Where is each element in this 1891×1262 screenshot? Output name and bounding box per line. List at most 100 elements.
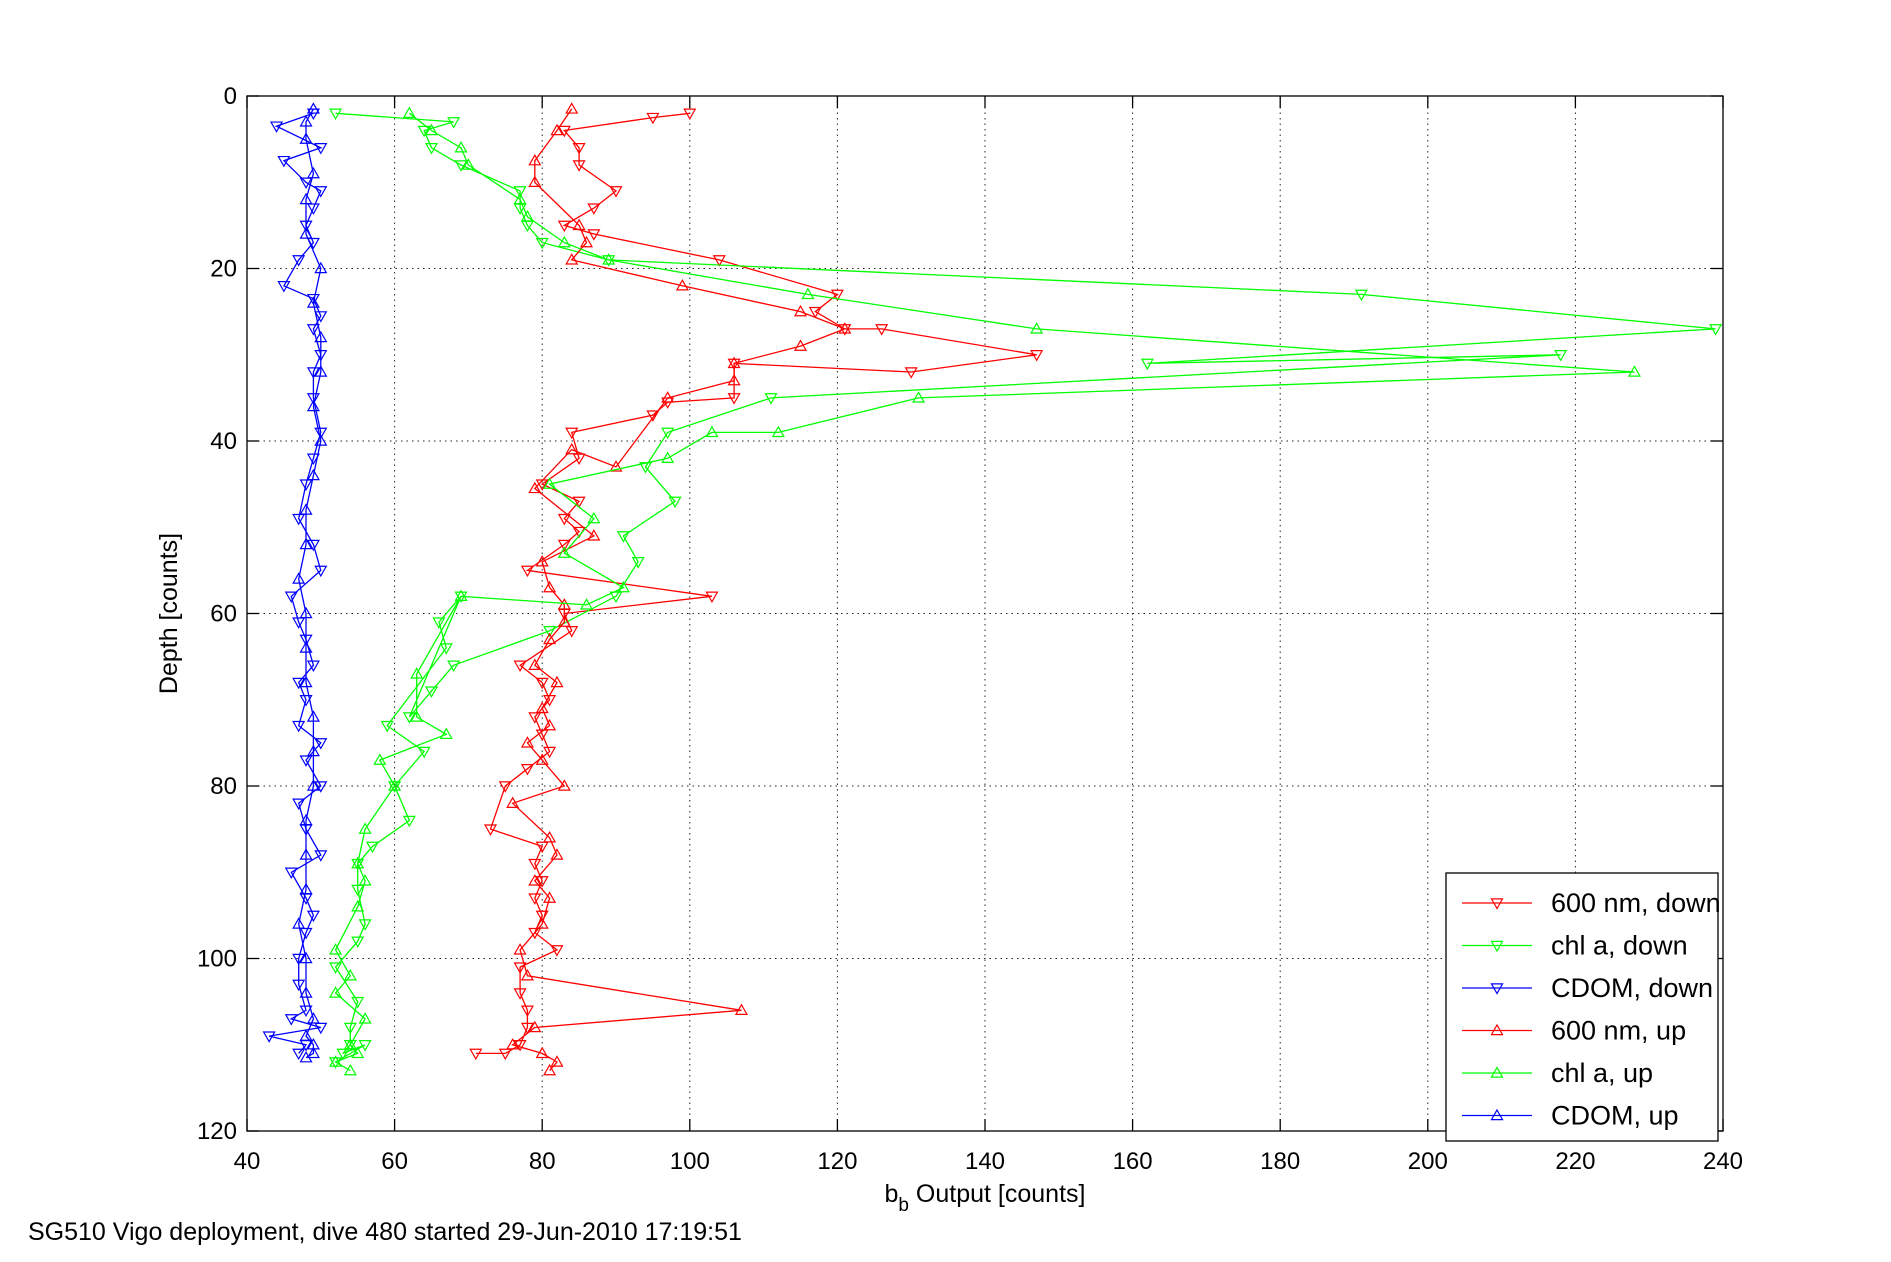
- data-point: [299, 177, 313, 189]
- data-point: [616, 580, 630, 593]
- data-point: [550, 1055, 564, 1067]
- y-tick-label: 40: [210, 428, 237, 455]
- data-point: [358, 1012, 372, 1024]
- data-point: [520, 1005, 534, 1017]
- data-point: [513, 962, 527, 974]
- data-point: [306, 710, 320, 722]
- data-point: [314, 330, 328, 343]
- data-point: [292, 720, 306, 733]
- data-point: [299, 192, 313, 205]
- data-point: [454, 160, 468, 172]
- data-point: [587, 229, 601, 241]
- legend-label: CDOM, down: [1551, 973, 1713, 1003]
- data-point: [661, 451, 675, 463]
- data-point: [875, 324, 889, 336]
- data-point: [535, 917, 549, 929]
- data-point: [262, 1031, 276, 1043]
- data-point: [402, 712, 416, 724]
- series-5: [292, 102, 328, 1063]
- data-point: [306, 166, 320, 179]
- data-point: [631, 557, 645, 569]
- x-tick-label: 180: [1260, 1148, 1300, 1175]
- data-point: [498, 1048, 512, 1061]
- data-point: [557, 513, 571, 526]
- data-point: [528, 153, 542, 166]
- plot-series: [262, 102, 1723, 1076]
- data-point: [439, 643, 453, 655]
- data-point: [550, 945, 564, 957]
- data-point: [520, 969, 534, 981]
- data-point: [705, 425, 719, 438]
- data-point: [410, 667, 424, 679]
- data-point: [329, 962, 343, 974]
- legend-label: CDOM, up: [1551, 1101, 1679, 1131]
- data-point: [314, 186, 328, 198]
- data-point: [343, 1063, 357, 1076]
- data-point: [793, 304, 808, 317]
- data-point: [550, 123, 564, 136]
- data-point: [579, 235, 594, 248]
- data-point: [484, 824, 498, 836]
- data-point: [306, 744, 320, 757]
- data-point: [351, 884, 365, 897]
- data-point: [801, 287, 815, 300]
- data-point: [365, 841, 379, 854]
- data-point: [661, 427, 675, 440]
- data-point: [646, 112, 660, 125]
- data-point: [838, 322, 852, 334]
- data-point: [469, 1048, 483, 1061]
- data-point: [543, 477, 557, 489]
- data-point: [506, 1038, 520, 1050]
- data-point: [543, 632, 557, 645]
- data-point: [528, 1020, 542, 1033]
- data-point: [306, 910, 320, 923]
- series-line: [298, 108, 322, 1059]
- data-point: [1554, 350, 1568, 362]
- data-point: [284, 1014, 298, 1026]
- data-point: [454, 141, 468, 153]
- data-point: [513, 186, 527, 198]
- data-point: [543, 718, 557, 731]
- data-point: [602, 253, 616, 265]
- x-tick-label: 200: [1408, 1148, 1448, 1175]
- tick-labels: 40 60 80 100 120 140 160 180 200 220 240 0 20 40 60 80 1…: [197, 83, 1743, 1175]
- data-point: [520, 210, 534, 222]
- data-point: [668, 496, 682, 509]
- data-point: [543, 580, 557, 593]
- data-point: [343, 1038, 357, 1050]
- data-point: [565, 626, 579, 638]
- data-point: [528, 481, 542, 494]
- data-point: [299, 695, 313, 707]
- x-tick-label: 240: [1703, 1148, 1743, 1175]
- data-point: [410, 710, 424, 722]
- grid: [247, 96, 1723, 1131]
- data-point: [565, 102, 579, 114]
- data-point: [557, 546, 571, 558]
- data-point: [535, 876, 549, 888]
- data-point: [292, 917, 306, 929]
- data-point: [306, 367, 320, 379]
- data-point: [1140, 358, 1154, 371]
- data-point: [808, 306, 822, 319]
- data-point: [705, 591, 719, 603]
- data-point: [1030, 350, 1044, 362]
- data-point: [314, 427, 328, 440]
- data-point: [299, 503, 313, 515]
- data-point: [314, 781, 328, 793]
- data-point: [513, 1040, 527, 1052]
- data-point: [565, 253, 579, 265]
- legend-label: 600 nm, down: [1551, 888, 1721, 918]
- data-point: [557, 779, 571, 791]
- data-point: [329, 986, 343, 998]
- data-point: [314, 565, 328, 578]
- data-point: [329, 108, 343, 120]
- legend-marker: [1490, 940, 1504, 953]
- data-point: [498, 781, 512, 793]
- data-point: [306, 660, 320, 672]
- series-line: [475, 112, 1037, 1055]
- data-point: [299, 606, 313, 619]
- data-point: [587, 529, 601, 541]
- data-point: [535, 841, 549, 854]
- data-point: [528, 658, 542, 670]
